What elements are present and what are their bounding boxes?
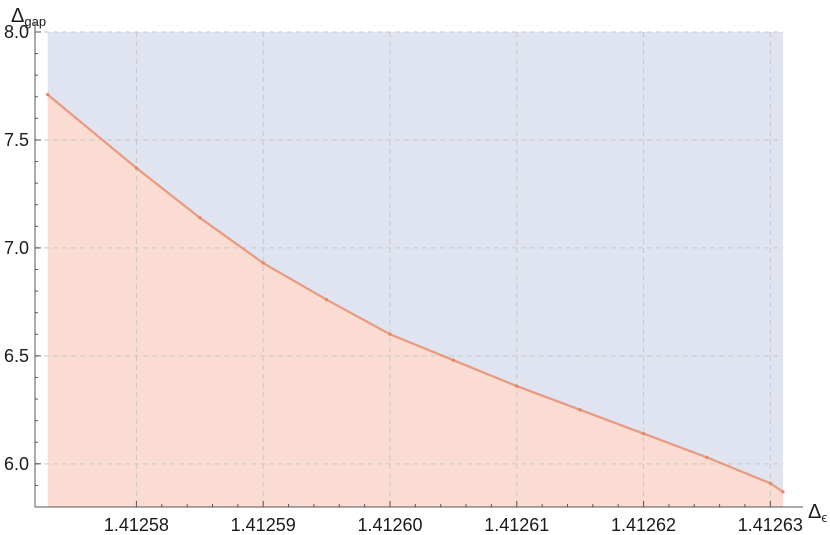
boundary-point [768,481,772,485]
grid-layer [35,31,783,507]
boundary-point [515,384,519,388]
boundary-point [46,93,50,97]
boundary-point [134,166,139,170]
boundary-point [781,490,785,494]
allowed-region [47,32,783,492]
x-tick-label: 1.41261 [484,515,549,535]
boundary-point [324,298,329,302]
x-axis-label: Δϵ [808,501,827,525]
y-tick-label: 7.0 [4,238,29,258]
boundary-point [641,431,646,436]
x-tick-label: 1.41262 [611,515,676,535]
boundary-point [578,408,582,412]
y-tick-label: 8.0 [4,22,29,42]
x-tick-label: 1.41260 [357,515,422,535]
y-axis-label: Δgap [11,5,46,29]
boundary-point [388,332,392,336]
boundary-point [261,261,265,265]
excluded-region [47,94,783,507]
axes-layer [34,22,803,508]
y-tick-label: 6.0 [4,454,29,474]
y-tick-label: 7.5 [4,130,29,150]
x-tick-label: 1.41259 [231,515,296,535]
boundary-point [451,358,455,362]
boundary-layer [46,93,785,494]
boundary-point [705,455,709,459]
y-tick-label: 6.5 [4,346,29,366]
x-tick-label: 1.41258 [104,515,169,535]
boundary-point [198,216,202,220]
regions-layer [47,32,783,507]
ticks-layer: 1.41258 1.41259 1.41260 1.41261 1.41262 1.412… [4,22,803,535]
x-tick-label: 1.41263 [738,515,803,535]
